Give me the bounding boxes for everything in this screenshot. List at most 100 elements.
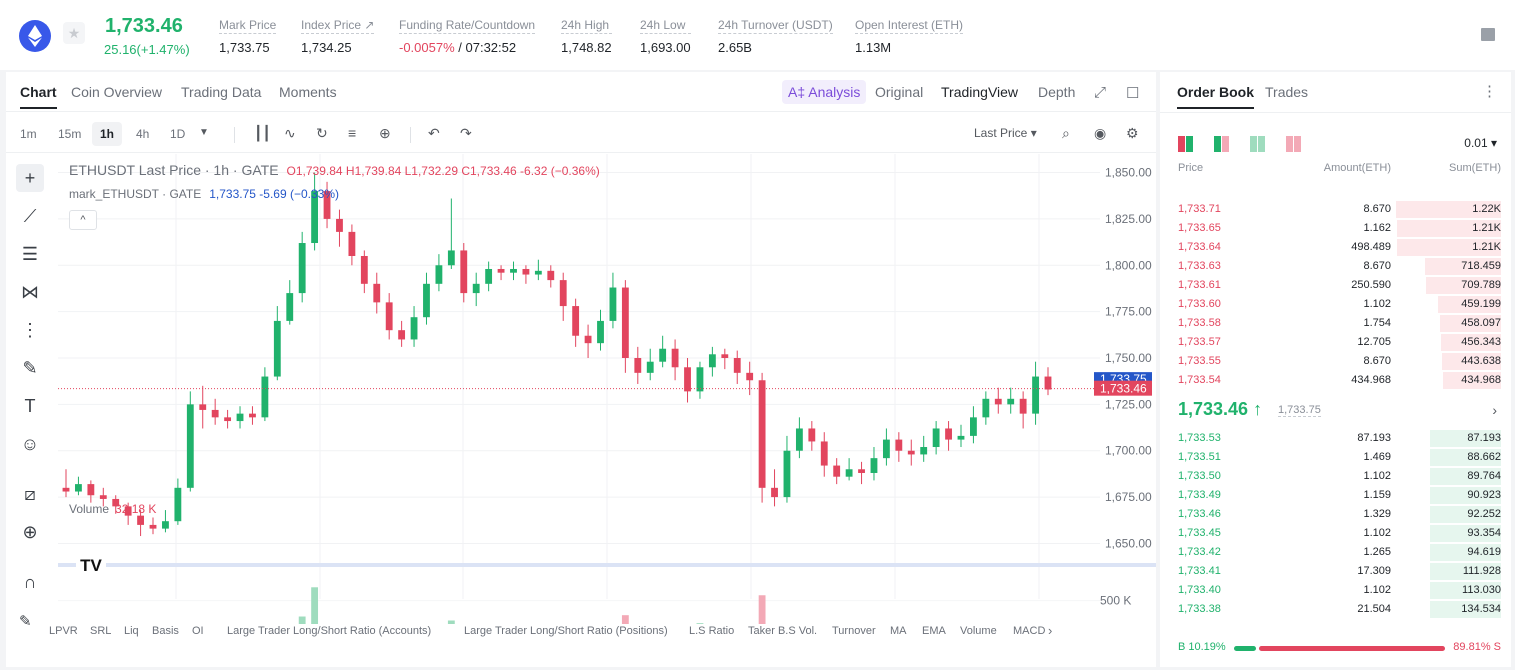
indicator-lpvr[interactable]: LPVR xyxy=(49,625,78,637)
ask-row[interactable]: 1,733.60 1.102 459.199 xyxy=(1160,295,1511,314)
indicator-taker-b-s-vol-[interactable]: Taker B.S Vol. xyxy=(748,625,818,637)
ask-row[interactable]: 1,733.55 8.670 443.638 xyxy=(1160,352,1511,371)
ruler-icon[interactable]: ⧄ xyxy=(24,484,36,504)
indicator-liq[interactable]: Liq xyxy=(124,625,139,637)
chevron-right-icon[interactable]: › xyxy=(1048,623,1053,638)
indicator-volume[interactable]: Volume xyxy=(960,625,997,637)
bid-row[interactable]: 1,733.46 1.329 92.252 xyxy=(1160,505,1511,524)
bid-row[interactable]: 1,733.41 17.309 111.928 xyxy=(1160,562,1511,581)
indicator-ma[interactable]: MA xyxy=(890,625,907,637)
legend-collapse-button[interactable]: ^ xyxy=(69,210,97,230)
tab-depth[interactable]: Depth xyxy=(1038,84,1076,100)
indicators-icon[interactable]: ∿ xyxy=(284,125,296,141)
trendline-icon[interactable]: ⟋ xyxy=(23,206,37,226)
camera-icon[interactable]: ◉ xyxy=(1094,125,1107,141)
ai-analysis-button[interactable]: A‡ Analysis xyxy=(782,80,867,104)
bid-row[interactable]: 1,733.49 1.159 90.923 xyxy=(1160,486,1511,505)
candle-type-icon[interactable]: ┃┃ xyxy=(254,125,271,141)
tab-original[interactable]: Original xyxy=(875,84,924,100)
candle-body xyxy=(174,487,182,522)
timeframe-dropdown-icon[interactable]: ▼ xyxy=(199,127,209,138)
emoji-icon[interactable]: ☺ xyxy=(20,434,40,454)
stat-index-price[interactable]: Index Price ↗ 1,734.25 xyxy=(301,18,375,55)
timeframe-1d[interactable]: 1D xyxy=(170,127,186,141)
parallel-lines-icon[interactable]: ☰ xyxy=(21,244,39,264)
redo-icon[interactable]: ↷ xyxy=(460,125,472,141)
compare-icon[interactable]: ↻ xyxy=(316,125,328,141)
magnet-icon[interactable]: ∩ xyxy=(23,572,37,592)
timeframe-15m[interactable]: 15m xyxy=(58,127,82,141)
depth-bar xyxy=(1430,582,1501,599)
tab-order-book[interactable]: Order Book xyxy=(1177,84,1255,109)
tab-chart[interactable]: Chart xyxy=(20,84,57,109)
price-tick-label: 1,700.00 xyxy=(1105,444,1152,458)
more-icon[interactable]: ⋮ xyxy=(1482,83,1497,100)
bid-row[interactable]: 1,733.40 1.102 113.030 xyxy=(1160,581,1511,600)
pane-separator[interactable] xyxy=(58,563,1156,567)
ask-row[interactable]: 1,733.57 12.705 456.343 xyxy=(1160,333,1511,352)
row-amount: 8.670 xyxy=(1363,203,1391,215)
tab-tradingview[interactable]: TradingView xyxy=(941,84,1019,100)
crosshair-icon[interactable]: + xyxy=(16,164,44,192)
candle-body xyxy=(684,367,691,392)
price-tick-label: 1,800.00 xyxy=(1105,258,1152,272)
row-sum: 1.21K xyxy=(1472,241,1501,253)
view-bids-icon[interactable] xyxy=(1214,136,1230,152)
indicator-ema[interactable]: EMA xyxy=(922,625,946,637)
tab-moments[interactable]: Moments xyxy=(279,84,337,100)
indicator-macd[interactable]: MACD xyxy=(1013,625,1046,637)
pattern-icon[interactable]: ⋈ xyxy=(21,282,39,302)
indicator-l-s-ratio[interactable]: L.S Ratio xyxy=(689,625,735,637)
tab-trades[interactable]: Trades xyxy=(1265,84,1309,100)
bid-row[interactable]: 1,733.51 1.469 88.662 xyxy=(1160,448,1511,467)
window-icon[interactable]: ☐ xyxy=(1126,85,1140,102)
indicator-large-trader-long-short-ratio-positions-[interactable]: Large Trader Long/Short Ratio (Positions… xyxy=(464,625,668,637)
view-depth-icon[interactable] xyxy=(1286,136,1302,152)
order-book-panel: Order Book Trades ⋮ 0.01 ▾ Price Amount(… xyxy=(1160,72,1511,667)
tab-coin-overview[interactable]: Coin Overview xyxy=(71,84,163,100)
view-asks-icon[interactable] xyxy=(1250,136,1266,152)
precision-select[interactable]: 0.01 ▾ xyxy=(1464,136,1497,150)
price-chart[interactable]: 1,850.00 1,825.00 1,800.00 1,775.00 1,750.00… xyxy=(58,154,1156,624)
indicator-turnover[interactable]: Turnover xyxy=(832,625,876,637)
ask-row[interactable]: 1,733.61 250.590 709.789 xyxy=(1160,276,1511,295)
bid-row[interactable]: 1,733.42 1.265 94.619 xyxy=(1160,543,1511,562)
ask-row[interactable]: 1,733.63 8.670 718.459 xyxy=(1160,257,1511,276)
bid-row[interactable]: 1,733.45 1.102 93.354 xyxy=(1160,524,1511,543)
chevron-right-icon[interactable]: › xyxy=(1492,402,1497,418)
last-price-select[interactable]: Last Price ▾ xyxy=(974,126,1037,140)
timeframe-4h[interactable]: 4h xyxy=(136,127,150,141)
indicator-large-trader-long-short-ratio-accounts-[interactable]: Large Trader Long/Short Ratio (Accounts) xyxy=(227,625,432,637)
bid-row[interactable]: 1,733.38 21.504 134.534 xyxy=(1160,600,1511,619)
indicator-oi[interactable]: OI xyxy=(192,625,204,637)
indicator-srl[interactable]: SRL xyxy=(90,625,112,637)
ask-row[interactable]: 1,733.65 1.162 1.21K xyxy=(1160,219,1511,238)
pencil-icon[interactable]: ✎ xyxy=(19,613,32,630)
gear-icon[interactable]: ⚙ xyxy=(1126,125,1139,141)
ask-row[interactable]: 1,733.54 434.968 434.968 xyxy=(1160,371,1511,390)
bid-row[interactable]: 1,733.53 87.193 87.193 xyxy=(1160,429,1511,448)
brush-icon[interactable]: ✎ xyxy=(22,358,38,378)
row-amount: 1.102 xyxy=(1363,470,1391,482)
tab-trading-data[interactable]: Trading Data xyxy=(181,84,262,100)
row-price: 1,733.71 xyxy=(1178,203,1221,215)
fib-icon[interactable]: ⋮ xyxy=(21,320,39,340)
zoom-in-icon[interactable]: ⊕ xyxy=(22,522,38,542)
ask-row[interactable]: 1,733.64 498.489 1.21K xyxy=(1160,238,1511,257)
undo-icon[interactable]: ↶ xyxy=(428,125,440,141)
expand-icon[interactable]: ⤢ xyxy=(1094,84,1107,101)
indicator-basis[interactable]: Basis xyxy=(152,625,179,637)
timeframe-1h[interactable]: 1h xyxy=(92,122,123,146)
favorite-star-icon[interactable]: ★ xyxy=(63,22,85,44)
search-icon[interactable]: ⌕ xyxy=(1062,125,1070,141)
volume-bar xyxy=(447,620,455,624)
timeframe-1m[interactable]: 1m xyxy=(20,127,37,141)
ask-row[interactable]: 1,733.58 1.754 458.097 xyxy=(1160,314,1511,333)
ask-row[interactable]: 1,733.71 8.670 1.22K xyxy=(1160,200,1511,219)
text-icon[interactable]: T xyxy=(24,396,36,416)
view-both-icon[interactable] xyxy=(1178,136,1194,152)
templates-icon[interactable]: ≡ xyxy=(348,125,357,141)
add-indicator-icon[interactable]: ⊕ xyxy=(379,125,391,141)
book-icon[interactable] xyxy=(1481,28,1495,41)
bid-row[interactable]: 1,733.50 1.102 89.764 xyxy=(1160,467,1511,486)
